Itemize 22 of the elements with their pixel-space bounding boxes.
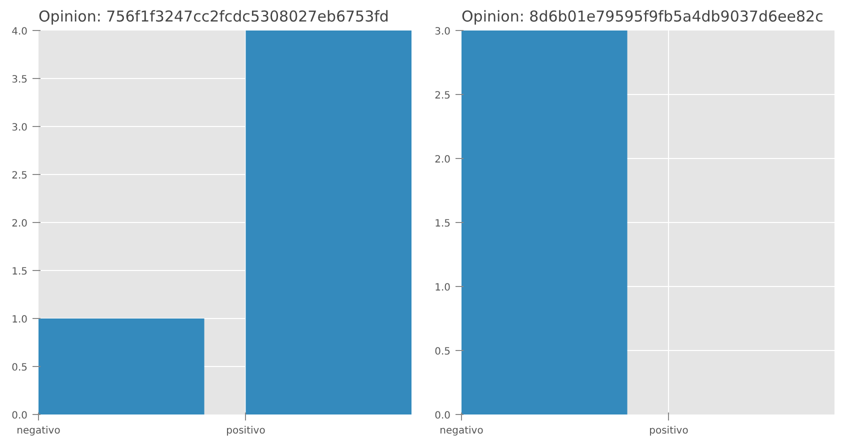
y-tick-label: 3.0: [434, 26, 451, 38]
x-tick-label: positivo: [649, 426, 688, 436]
x-tick-label: negativo: [16, 426, 60, 436]
y-tick-label: 0.0: [434, 410, 451, 422]
y-tick-label: 1.5: [12, 266, 28, 278]
y-tick-label: 2.0: [434, 154, 451, 166]
y-tick-label: 0.0: [12, 410, 28, 422]
y-tick-label: 2.5: [434, 90, 451, 102]
chart-title: Opinion: 756f1f3247cc2fcdc5308027eb6753fd: [38, 8, 389, 26]
y-tick-label: 2.5: [12, 170, 28, 182]
y-tick-label: 4.0: [12, 26, 28, 38]
y-tick-label: 1.0: [12, 314, 28, 326]
x-tick-label: negativo: [440, 426, 484, 436]
y-tick-label: 1.0: [434, 282, 451, 294]
chart-title: Opinion: 8d6b01e79595f9fb5a4db9037d6ee82c: [462, 8, 824, 26]
y-tick-label: 3.5: [12, 74, 28, 86]
y-tick-label: 0.5: [12, 362, 28, 374]
y-tick-label: 1.5: [434, 218, 451, 230]
y-tick-label: 2.0: [12, 218, 28, 230]
x-tick-label: positivo: [226, 426, 266, 436]
y-tick-label: 3.0: [12, 122, 28, 134]
y-tick-label: 0.5: [434, 346, 451, 358]
